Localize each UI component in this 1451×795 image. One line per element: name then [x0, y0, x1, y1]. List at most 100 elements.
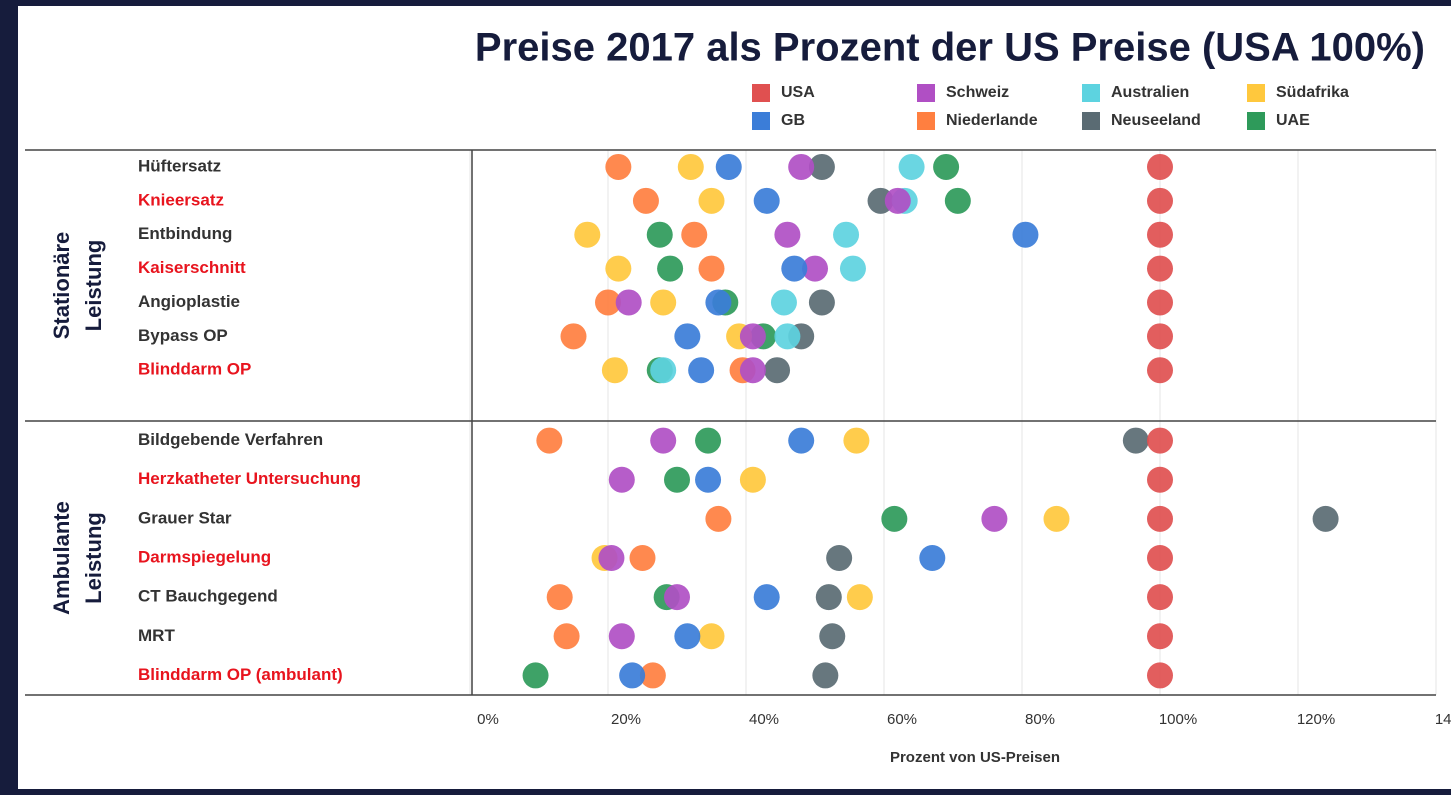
dot: [919, 545, 946, 571]
legend-swatch: [1082, 112, 1100, 130]
x-tick-label: 140%: [1435, 711, 1451, 728]
category-label: Darmspiegelung: [138, 547, 271, 566]
dot: [546, 584, 573, 611]
category-label: Entbindung: [138, 224, 232, 243]
dot: [560, 323, 587, 350]
dot: [698, 187, 725, 214]
x-tick-label: 60%: [887, 711, 917, 728]
dot: [802, 255, 828, 282]
dot: [522, 662, 549, 689]
legend-label: UAE: [1276, 112, 1310, 129]
dot: [881, 505, 908, 532]
category-label: Grauer Star: [138, 508, 232, 527]
dot: [788, 427, 815, 454]
dot: [884, 187, 911, 214]
dot: [815, 584, 842, 611]
panel: [18, 6, 1451, 789]
dot: [664, 584, 690, 611]
dot: [981, 505, 1008, 532]
dot: [595, 289, 621, 316]
legend-swatch: [752, 112, 770, 130]
dot: [688, 357, 715, 384]
legend-label: USA: [781, 84, 815, 101]
dot: [774, 323, 801, 350]
dot: [846, 584, 873, 611]
dot: [1147, 545, 1173, 571]
dot: [1147, 323, 1173, 350]
dot: [657, 255, 684, 282]
dot: [1043, 505, 1070, 532]
legend-swatch: [752, 84, 770, 102]
legend-label: Schweiz: [946, 84, 1009, 101]
dot: [1147, 221, 1173, 248]
x-tick-label: 80%: [1025, 711, 1055, 728]
dot: [698, 623, 725, 650]
category-label: Knieersatz: [138, 190, 224, 209]
dot: [753, 584, 780, 611]
dot: [1147, 153, 1173, 180]
dot: [553, 623, 580, 650]
dot: [1147, 187, 1173, 214]
x-tick-label: 0%: [477, 711, 499, 728]
category-label: CT Bauchgegend: [138, 587, 278, 606]
dot: [705, 289, 732, 316]
dot: [1312, 505, 1339, 532]
dot: [753, 187, 780, 214]
dot: [781, 255, 808, 282]
dot: [695, 427, 722, 454]
dot: [598, 545, 625, 571]
legend-swatch: [1082, 84, 1100, 102]
dot: [1147, 255, 1173, 282]
legend-label: Australien: [1111, 84, 1189, 101]
category-label: Herzkatheter Untersuchung: [138, 469, 361, 488]
chart-title: Preise 2017 als Prozent der US Preise (U…: [475, 26, 1425, 70]
dot: [770, 289, 797, 316]
dot: [1147, 584, 1173, 611]
category-label: Angioplastie: [138, 292, 240, 311]
dot: [646, 221, 673, 248]
x-tick-label: 120%: [1297, 711, 1335, 728]
dot: [695, 466, 722, 493]
dot: [608, 623, 635, 650]
dot: [808, 153, 835, 180]
legend-label: Neuseeland: [1111, 112, 1201, 129]
dot: [812, 662, 839, 689]
dot: [605, 255, 632, 282]
legend-label: Niederlande: [946, 112, 1038, 129]
category-label: MRT: [138, 626, 175, 645]
category-label: Blinddarm OP (ambulant): [138, 665, 343, 684]
dot: [1147, 505, 1173, 532]
dot: [664, 466, 690, 493]
dot: [933, 153, 960, 180]
category-label: Bildgebende Verfahren: [138, 430, 323, 449]
category-label: Kaiserschnitt: [138, 258, 246, 277]
dot: [674, 323, 701, 350]
dot: [681, 221, 708, 248]
dot: [619, 662, 646, 689]
x-axis-label: Prozent von US-Preisen: [890, 749, 1060, 766]
dot: [677, 153, 704, 180]
dot: [764, 357, 791, 384]
dot: [650, 357, 677, 384]
x-tick-label: 100%: [1159, 711, 1197, 728]
dot: [739, 466, 766, 493]
dot: [705, 505, 732, 532]
dot: [1147, 427, 1173, 454]
dot: [1012, 221, 1039, 248]
dot: [698, 255, 725, 282]
dot: [608, 466, 635, 493]
legend-swatch: [1247, 84, 1265, 102]
dot: [739, 323, 766, 350]
category-label: Bypass OP: [138, 326, 228, 345]
dot: [944, 187, 971, 214]
dot: [650, 289, 677, 316]
dot: [788, 153, 815, 180]
x-tick-label: 40%: [749, 711, 779, 728]
dot: [1147, 466, 1173, 493]
group-label: Leistung: [81, 512, 106, 604]
dot: [632, 187, 659, 214]
group-label: Leistung: [81, 240, 106, 332]
legend-label: Südafrika: [1276, 84, 1349, 101]
dot: [843, 427, 870, 454]
